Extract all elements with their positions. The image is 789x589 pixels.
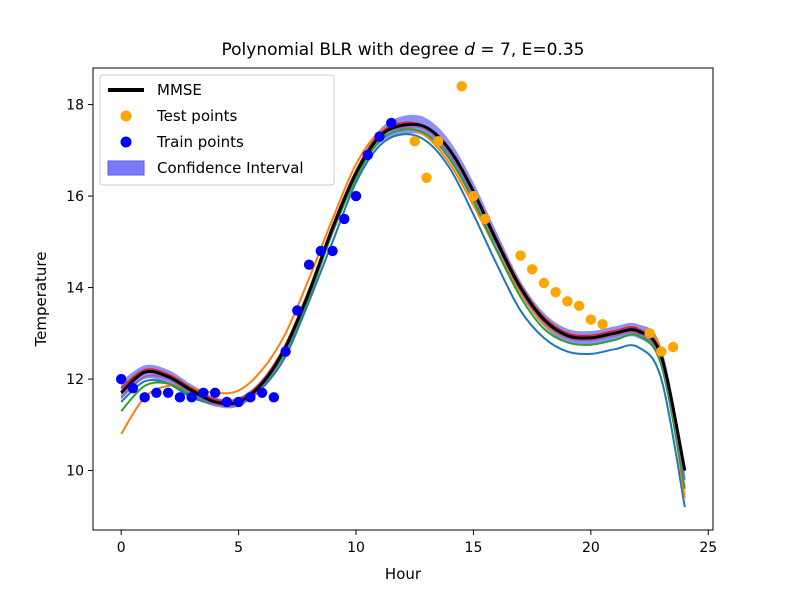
test-point: [479, 213, 491, 225]
train-point: [374, 131, 385, 142]
test-point: [656, 346, 667, 357]
mmse-line: [120, 122, 687, 471]
axes-frame: [92, 67, 714, 531]
test-point: [550, 286, 561, 298]
legend-label-mmse: MMSE: [157, 81, 202, 99]
legend-label-train-points: Train points: [156, 133, 244, 151]
legend-swatch-test-points: [120, 110, 132, 122]
x-tick-label: 20: [582, 540, 600, 556]
x-tick-label: 15: [465, 540, 483, 556]
test-point: [515, 250, 526, 261]
train-point: [186, 392, 197, 403]
train-point: [151, 387, 162, 398]
sample-curve-5: [120, 125, 686, 480]
x-ticks: 0 5 10 15 20 25: [117, 530, 717, 556]
y-ticks: 10 12 14 16 18: [66, 98, 93, 480]
y-tick-label: 12: [66, 372, 84, 388]
chart-title: Polynomial BLR with degree d = 7, E=0.35: [222, 40, 585, 60]
train-point: [315, 245, 327, 257]
x-tick-label: 10: [347, 540, 365, 556]
legend: MMSE Test points Train points Confidence In…: [99, 74, 335, 186]
train-point: [115, 373, 127, 385]
test-point: [409, 135, 420, 147]
train-point: [174, 392, 186, 403]
legend-label-test-points: Test points: [156, 107, 238, 125]
legend-box: [99, 74, 335, 186]
mmse-layer: [120, 122, 687, 471]
test-point: [526, 264, 538, 275]
y-axis-label: Temperature: [32, 251, 50, 347]
train-point: [268, 392, 280, 403]
train-point: [386, 117, 397, 129]
x-tick-label: 0: [117, 540, 126, 556]
train-point: [198, 387, 209, 398]
legend-swatch-confidence-interval: [107, 160, 145, 176]
test-point: [644, 328, 655, 339]
chart-title-rest: = 7, E=0.35: [475, 40, 585, 60]
test-point: [667, 341, 679, 353]
train-point: [256, 387, 268, 398]
train-point: [162, 387, 174, 398]
test-point: [585, 314, 597, 325]
test-point: [562, 296, 573, 307]
points-layer: [115, 81, 679, 408]
train-point: [221, 396, 233, 408]
train-point: [245, 392, 256, 403]
train-point: [209, 387, 221, 398]
test-point: [538, 277, 550, 289]
chart-title-var: d: [464, 40, 475, 60]
sample-curve-4: [120, 121, 686, 471]
train-point: [233, 396, 244, 408]
y-tick-label: 14: [66, 281, 84, 297]
train-point: [303, 259, 315, 270]
train-point: [362, 149, 373, 161]
x-axis-label: Hour: [385, 565, 422, 583]
train-point: [127, 382, 139, 394]
test-point: [421, 172, 432, 183]
train-point: [292, 305, 303, 316]
test-point: [456, 81, 467, 92]
legend-entries: MMSE Test points Train points Confidence In…: [107, 81, 304, 177]
legend-label-confidence-interval: Confidence Interval: [157, 159, 304, 177]
train-point: [280, 346, 291, 357]
chart-title-main: Polynomial BLR with degree: [222, 40, 465, 60]
plot-area: [115, 81, 687, 508]
legend-swatch-train-points: [120, 136, 132, 148]
y-tick-label: 16: [66, 189, 84, 205]
y-tick-label: 10: [66, 464, 84, 480]
y-tick-label: 18: [66, 98, 84, 114]
train-point: [339, 213, 350, 225]
test-point: [468, 190, 479, 202]
x-tick-label: 5: [234, 540, 243, 556]
x-tick-label: 25: [699, 540, 717, 556]
test-point: [573, 300, 585, 312]
test-point: [597, 318, 608, 330]
train-point: [139, 392, 150, 403]
train-point: [350, 190, 362, 202]
test-point: [433, 135, 444, 147]
train-point: [327, 245, 338, 257]
